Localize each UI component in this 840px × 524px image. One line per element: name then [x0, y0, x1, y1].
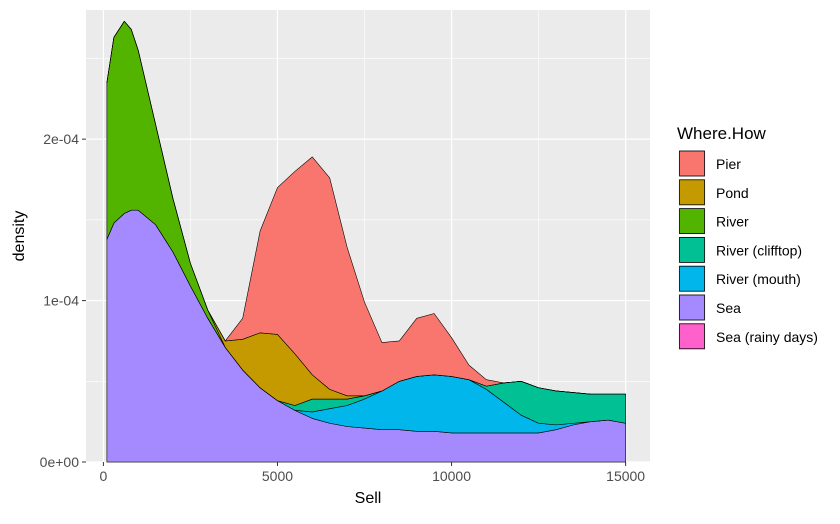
- x-axis-ticks: 0 5000 10000 15000: [100, 462, 645, 484]
- legend-swatch: [679, 294, 705, 321]
- y-tick-label: 0e+00: [40, 454, 80, 470]
- legend-item-river-clifftop: River (clifftop): [678, 236, 802, 264]
- legend-label: River (clifftop): [716, 242, 802, 258]
- legend-swatch: [679, 236, 705, 263]
- legend-swatch: [679, 208, 705, 235]
- y-tick-label: 1e-04: [43, 293, 79, 309]
- legend-label: Pond: [716, 185, 749, 201]
- legend-swatch: [679, 265, 705, 292]
- legend-item-river: River: [678, 207, 749, 235]
- y-axis-title: density: [11, 211, 28, 262]
- legend-label: River (mouth): [716, 271, 801, 287]
- x-tick-label: 15000: [606, 468, 645, 484]
- legend-items: Pier Pond River River (clifftop) River (mout…: [678, 150, 818, 350]
- legend-item-pier: Pier: [678, 150, 741, 177]
- legend-swatch: [679, 179, 705, 206]
- legend: Where.How Pier Pond River River (clifftop) R…: [677, 124, 818, 350]
- y-tick-label: 2e-04: [43, 131, 79, 147]
- legend-label: Sea: [716, 300, 741, 316]
- x-tick-label: 10000: [432, 468, 471, 484]
- x-tick-label: 5000: [262, 468, 293, 484]
- legend-swatch: [679, 323, 705, 350]
- legend-item-pond: Pond: [678, 178, 749, 206]
- legend-item-sea-rainy-days: Sea (rainy days): [678, 322, 818, 350]
- legend-label: Sea (rainy days): [716, 329, 818, 345]
- legend-label: Pier: [716, 156, 741, 172]
- area-pier: [106, 21, 626, 397]
- y-axis-ticks: 0e+00 1e-04 2e-04: [40, 131, 86, 470]
- x-tick-label: 0: [100, 468, 108, 484]
- legend-item-sea: Sea: [678, 294, 741, 321]
- legend-swatch: [679, 150, 705, 177]
- x-axis-title: Sell: [355, 490, 382, 507]
- legend-item-river-mouth: River (mouth): [678, 265, 801, 293]
- legend-label: River: [716, 214, 749, 230]
- legend-title: Where.How: [677, 124, 767, 143]
